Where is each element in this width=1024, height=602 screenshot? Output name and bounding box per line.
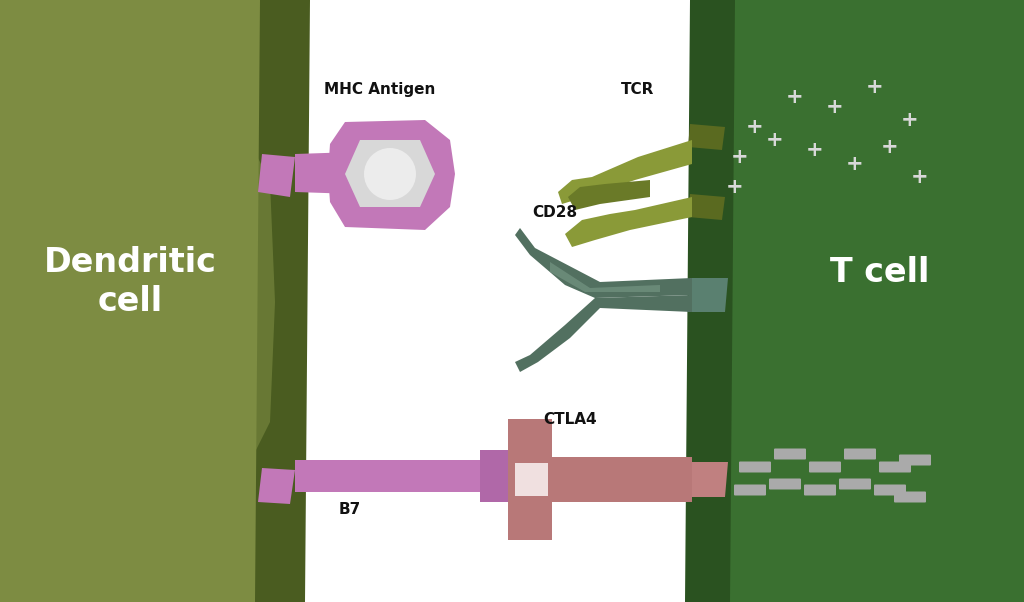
Polygon shape bbox=[515, 228, 692, 298]
FancyBboxPatch shape bbox=[739, 462, 771, 473]
Polygon shape bbox=[568, 180, 650, 210]
Text: +: + bbox=[731, 147, 749, 167]
Polygon shape bbox=[295, 152, 355, 194]
Polygon shape bbox=[515, 463, 548, 496]
Text: +: + bbox=[901, 110, 919, 130]
Polygon shape bbox=[258, 154, 295, 197]
Polygon shape bbox=[558, 140, 692, 204]
FancyBboxPatch shape bbox=[839, 479, 871, 489]
Text: +: + bbox=[786, 87, 804, 107]
Polygon shape bbox=[688, 462, 728, 497]
Text: +: + bbox=[726, 177, 743, 197]
Polygon shape bbox=[695, 0, 1024, 602]
Polygon shape bbox=[295, 460, 505, 492]
FancyBboxPatch shape bbox=[769, 479, 801, 489]
Text: +: + bbox=[846, 154, 864, 174]
Polygon shape bbox=[685, 0, 735, 602]
Text: MHC Antigen: MHC Antigen bbox=[325, 82, 435, 97]
Polygon shape bbox=[688, 278, 728, 312]
Text: +: + bbox=[911, 167, 929, 187]
Text: +: + bbox=[746, 117, 764, 137]
Text: +: + bbox=[826, 97, 844, 117]
Polygon shape bbox=[515, 295, 692, 372]
Polygon shape bbox=[345, 140, 435, 207]
Text: +: + bbox=[866, 77, 884, 97]
Polygon shape bbox=[508, 419, 552, 457]
FancyBboxPatch shape bbox=[809, 462, 841, 473]
Polygon shape bbox=[550, 262, 660, 292]
Polygon shape bbox=[0, 0, 265, 602]
Polygon shape bbox=[480, 450, 515, 502]
Polygon shape bbox=[258, 468, 295, 504]
FancyBboxPatch shape bbox=[899, 455, 931, 465]
Text: TCR: TCR bbox=[622, 82, 654, 97]
Polygon shape bbox=[688, 124, 725, 150]
FancyBboxPatch shape bbox=[894, 491, 926, 503]
Text: T cell: T cell bbox=[830, 255, 930, 288]
Polygon shape bbox=[255, 0, 310, 602]
FancyBboxPatch shape bbox=[879, 462, 911, 473]
FancyBboxPatch shape bbox=[734, 485, 766, 495]
FancyBboxPatch shape bbox=[774, 448, 806, 459]
Text: CD28: CD28 bbox=[532, 205, 578, 220]
Text: +: + bbox=[766, 130, 783, 150]
Polygon shape bbox=[508, 502, 552, 540]
Text: B7: B7 bbox=[339, 502, 361, 517]
FancyBboxPatch shape bbox=[804, 485, 836, 495]
Polygon shape bbox=[245, 152, 275, 452]
Polygon shape bbox=[565, 197, 692, 247]
Polygon shape bbox=[508, 457, 692, 502]
Text: +: + bbox=[882, 137, 899, 157]
Text: CTLA4: CTLA4 bbox=[543, 412, 597, 427]
Polygon shape bbox=[328, 120, 455, 230]
Ellipse shape bbox=[364, 148, 416, 200]
Polygon shape bbox=[688, 194, 725, 220]
Text: +: + bbox=[806, 140, 824, 160]
FancyBboxPatch shape bbox=[844, 448, 876, 459]
FancyBboxPatch shape bbox=[874, 485, 906, 495]
Text: Dendritic
cell: Dendritic cell bbox=[44, 246, 216, 318]
